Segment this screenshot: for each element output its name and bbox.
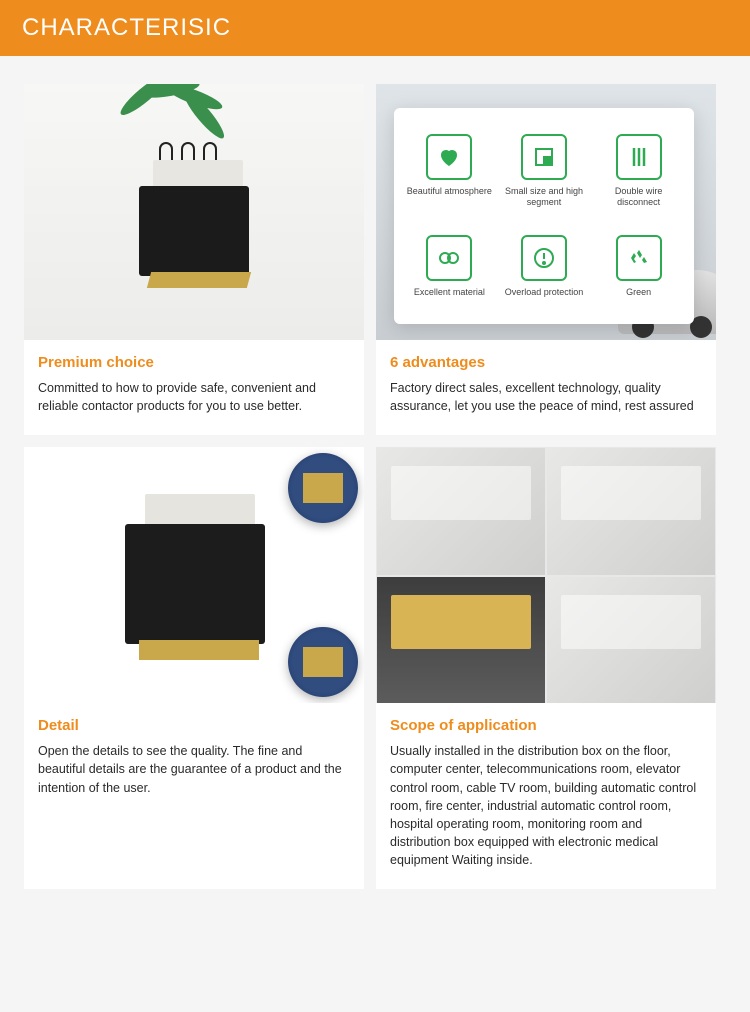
feature-label: Overload protection	[500, 287, 588, 298]
card-premium-choice: Premium choice Committed to how to provi…	[24, 84, 364, 435]
card-description: Open the details to see the quality. The…	[38, 742, 350, 796]
recycle-icon	[616, 235, 662, 281]
detail-zoom-icon	[288, 627, 358, 697]
card-title: Premium choice	[38, 354, 350, 371]
feature-item: Excellent material	[405, 235, 493, 298]
card-image	[376, 447, 716, 703]
detail-zoom-icon	[288, 453, 358, 523]
feature-item: Small size and high segment	[500, 134, 588, 208]
feature-item: Green	[595, 235, 683, 298]
feature-label: Excellent material	[405, 287, 493, 298]
features-panel: Beautiful atmosphere Small size and high…	[394, 108, 694, 324]
card-image	[24, 447, 364, 703]
card-scope: Scope of application Usually installed i…	[376, 447, 716, 889]
feature-label: Green	[595, 287, 683, 298]
room-image-icon	[377, 448, 545, 575]
feature-label: Small size and high segment	[500, 186, 588, 208]
feature-item: Overload protection	[500, 235, 588, 298]
feature-label: Double wire disconnect	[595, 186, 683, 208]
rolls-icon	[426, 235, 472, 281]
card-image	[24, 84, 364, 340]
section-header: CHARACTERISIC	[0, 0, 750, 56]
feature-item: Beautiful atmosphere	[405, 134, 493, 208]
wires-icon	[616, 134, 662, 180]
card-title: 6 advantages	[390, 354, 702, 371]
cards-grid: Premium choice Committed to how to provi…	[0, 56, 750, 917]
card-detail: Detail Open the details to see the quali…	[24, 447, 364, 889]
alert-icon	[521, 235, 567, 281]
contactor-product-icon	[99, 480, 289, 670]
warehouse-image-icon	[377, 577, 545, 703]
heart-icon	[426, 134, 472, 180]
card-image: Beautiful atmosphere Small size and high…	[376, 84, 716, 340]
contactor-product-icon	[119, 152, 269, 302]
room-image-icon	[547, 448, 715, 575]
feature-item: Double wire disconnect	[595, 134, 683, 208]
feature-label: Beautiful atmosphere	[405, 186, 493, 197]
room-image-icon	[547, 577, 715, 703]
card-title: Scope of application	[390, 717, 702, 734]
card-description: Committed to how to provide safe, conven…	[38, 379, 350, 415]
card-advantages: Beautiful atmosphere Small size and high…	[376, 84, 716, 435]
card-title: Detail	[38, 717, 350, 734]
square-icon	[521, 134, 567, 180]
card-description: Factory direct sales, excellent technolo…	[390, 379, 702, 415]
card-description: Usually installed in the distribution bo…	[390, 742, 702, 869]
